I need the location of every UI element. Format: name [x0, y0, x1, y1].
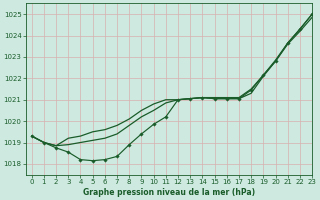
X-axis label: Graphe pression niveau de la mer (hPa): Graphe pression niveau de la mer (hPa): [83, 188, 255, 197]
